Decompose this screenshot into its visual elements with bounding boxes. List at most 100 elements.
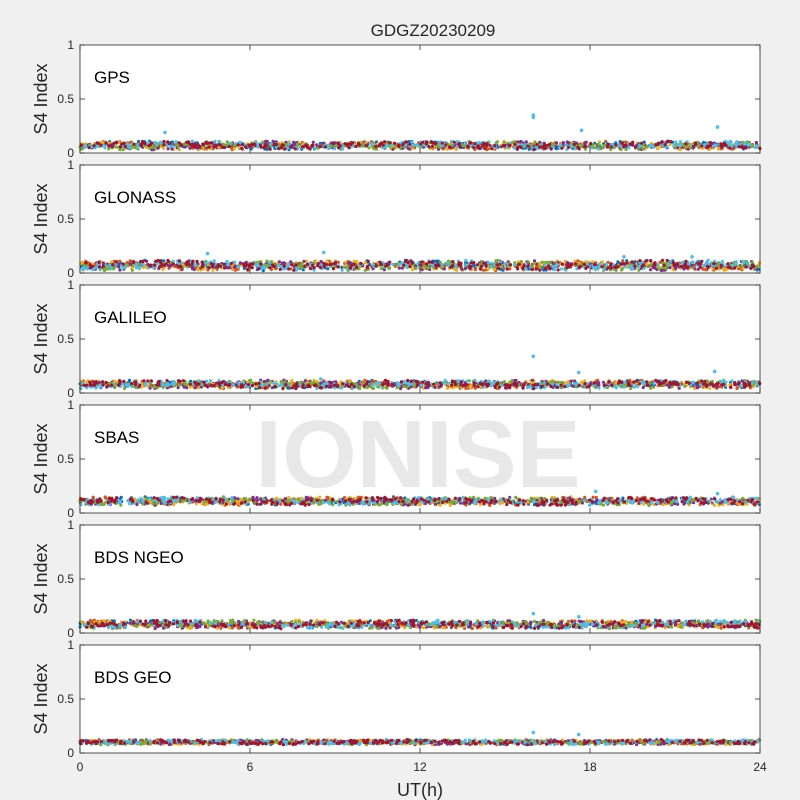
data-point	[445, 147, 449, 151]
data-point	[397, 266, 401, 270]
data-point	[153, 146, 157, 150]
data-point	[221, 145, 225, 149]
data-point	[664, 379, 668, 383]
data-point	[657, 383, 661, 387]
data-point	[459, 383, 463, 387]
data-point	[294, 263, 298, 267]
data-point	[705, 259, 709, 264]
data-point	[494, 259, 498, 263]
data-point	[107, 147, 111, 151]
data-point	[585, 385, 589, 389]
data-point	[411, 268, 415, 272]
data-point	[489, 265, 493, 269]
data-point	[708, 141, 713, 145]
data-point	[486, 147, 490, 151]
data-point	[524, 140, 528, 144]
data-point	[747, 381, 752, 385]
data-point	[197, 379, 201, 383]
data-point	[246, 267, 250, 272]
data-point	[626, 383, 631, 387]
data-point	[693, 386, 697, 390]
data-point	[282, 261, 286, 265]
data-point	[715, 266, 719, 270]
data-point	[424, 386, 428, 390]
data-point	[130, 385, 134, 389]
data-point	[640, 264, 644, 268]
data-point	[188, 146, 192, 150]
data-point	[530, 143, 534, 147]
data-point	[261, 140, 265, 144]
data-point	[754, 140, 759, 145]
data-point	[740, 384, 744, 388]
data-point	[645, 383, 650, 387]
data-point	[697, 262, 701, 266]
data-point	[352, 262, 356, 266]
panel-label: GALILEO	[94, 308, 167, 327]
data-point	[318, 386, 322, 390]
data-point	[335, 384, 340, 388]
data-point	[387, 265, 391, 269]
data-point	[174, 140, 178, 144]
data-point	[190, 262, 194, 266]
data-point	[672, 263, 676, 267]
y-tick-label: 1	[67, 38, 74, 52]
data-point	[722, 382, 726, 387]
data-point	[493, 385, 497, 389]
data-point	[440, 141, 444, 145]
data-point	[488, 143, 492, 147]
data-point	[519, 139, 523, 144]
data-point	[250, 384, 255, 388]
data-point	[311, 143, 315, 147]
data-point	[496, 266, 500, 270]
data-point	[292, 268, 296, 272]
data-point	[544, 266, 548, 270]
data-point	[355, 265, 359, 269]
panel-background	[80, 45, 760, 153]
data-point	[132, 142, 136, 146]
data-point	[371, 383, 375, 387]
data-point	[710, 382, 714, 386]
data-point	[414, 380, 418, 384]
data-point	[475, 263, 479, 267]
data-point	[526, 144, 530, 148]
data-point	[359, 261, 363, 265]
data-point	[603, 143, 607, 147]
data-point	[640, 141, 644, 145]
data-point	[254, 382, 258, 386]
data-point	[94, 380, 98, 384]
data-point	[514, 384, 519, 388]
data-point	[519, 145, 523, 149]
data-point	[184, 262, 188, 266]
data-point	[617, 381, 621, 385]
data-point	[280, 143, 284, 147]
data-point	[454, 147, 458, 151]
data-point	[572, 381, 577, 385]
data-point	[588, 383, 592, 387]
data-point	[512, 263, 516, 267]
data-point	[79, 262, 83, 266]
data-point	[149, 379, 153, 383]
data-point	[565, 266, 569, 270]
data-point	[391, 262, 395, 266]
data-point	[545, 382, 549, 386]
data-point	[476, 385, 480, 389]
data-point	[632, 385, 636, 389]
data-point	[325, 259, 329, 263]
data-point	[624, 140, 628, 144]
data-point	[134, 380, 138, 385]
data-point	[193, 386, 197, 390]
data-point	[685, 265, 689, 269]
data-point	[589, 141, 593, 146]
data-point	[324, 384, 328, 388]
data-point	[144, 145, 149, 149]
data-point	[582, 262, 587, 267]
data-point	[622, 385, 626, 389]
data-point	[667, 385, 671, 389]
data-point	[439, 383, 443, 387]
data-point	[188, 382, 192, 386]
data-point	[300, 145, 304, 149]
data-point	[336, 265, 340, 269]
data-point	[121, 262, 125, 266]
y-tick-label: 0.5	[57, 92, 74, 106]
data-point	[700, 259, 704, 263]
